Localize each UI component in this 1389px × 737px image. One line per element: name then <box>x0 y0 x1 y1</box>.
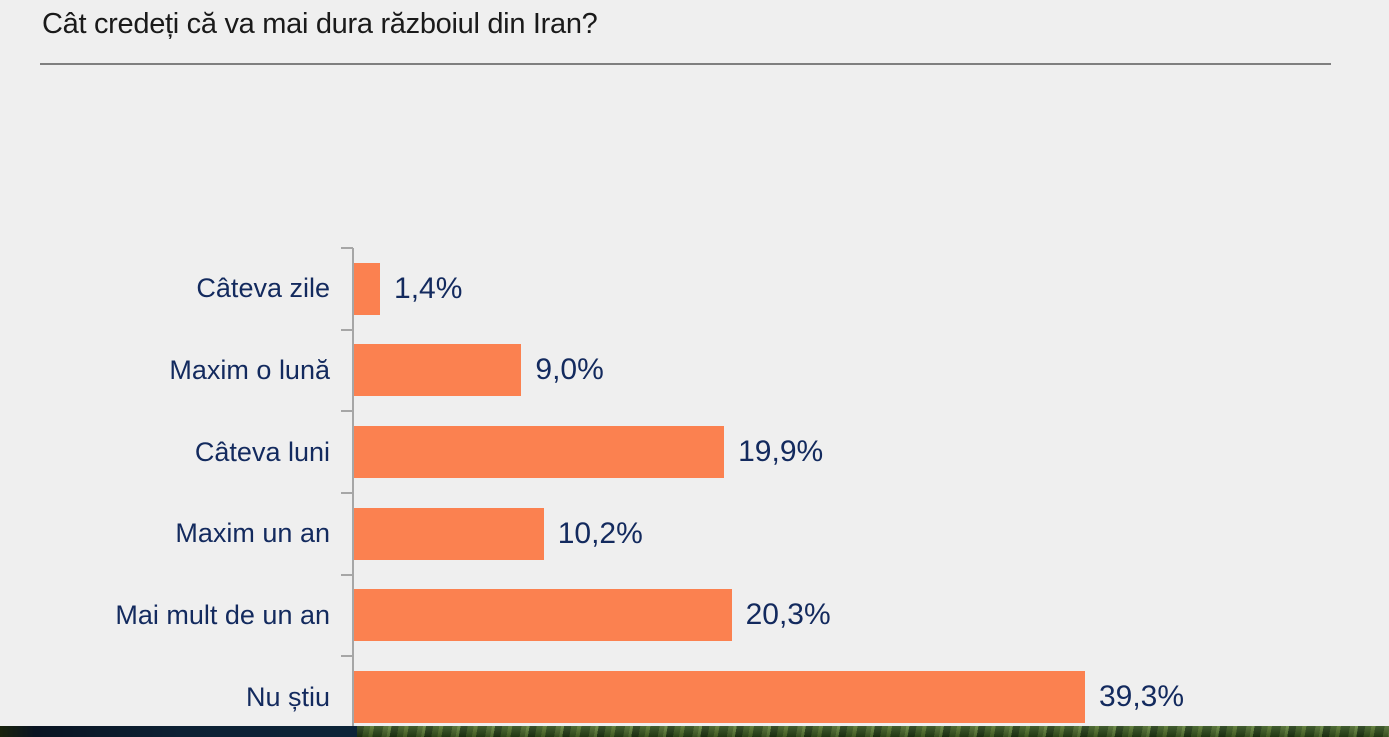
value-label: 20,3% <box>745 598 831 632</box>
category-label: Câteva luni <box>194 436 330 467</box>
video-foliage <box>357 726 1389 737</box>
bar <box>354 344 522 397</box>
category-label: Nu știu <box>245 681 330 712</box>
category-label: Maxim un an <box>175 518 330 549</box>
value-label: 10,2% <box>557 516 643 550</box>
background-video-strip <box>0 726 1389 737</box>
value-label: 9,0% <box>535 353 604 387</box>
value-label: 1,4% <box>394 271 463 305</box>
bar <box>354 426 725 479</box>
value-label: 19,9% <box>738 435 824 469</box>
bar <box>354 507 544 560</box>
value-label: 39,3% <box>1098 680 1185 714</box>
bar-row: Câteva zile 1,4% <box>0 247 1389 330</box>
bar <box>354 671 1085 724</box>
y-axis-line <box>352 248 354 726</box>
video-dark-water <box>0 726 357 737</box>
bar-row: Câteva luni 19,9% <box>0 410 1389 493</box>
bar <box>354 589 732 642</box>
bar-row: Maxim un an 10,2% <box>0 491 1389 575</box>
category-label: Maxim o lună <box>169 354 330 385</box>
bar-chart: Câteva zile 1,4% Maxim o lună 9,0% Câtev… <box>0 247 1389 737</box>
chart-title: Cât credeți că va mai dura războiul din … <box>42 8 598 40</box>
bar-row: Mai mult de un an 20,3% <box>0 573 1389 657</box>
bar-row: Maxim o lună 9,0% <box>0 328 1389 412</box>
bar <box>354 262 381 315</box>
bar-row: Nu știu 39,3% <box>0 655 1389 737</box>
category-label: Mai mult de un an <box>115 599 330 630</box>
title-divider <box>40 63 1331 65</box>
category-label: Câteva zile <box>196 273 330 304</box>
